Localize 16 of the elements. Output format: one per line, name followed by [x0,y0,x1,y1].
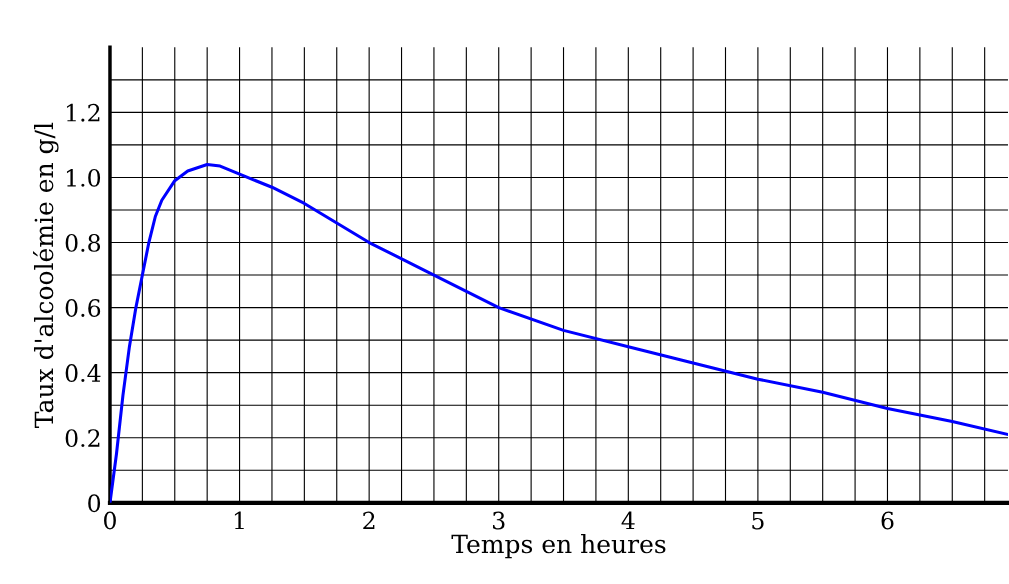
y-axis-title: Taux d'alcoolémie en g/l [32,122,59,428]
y-tick-label: 1.0 [66,168,101,187]
y-tick-label: 0.2 [65,429,100,448]
y-tick-label: 0 [88,494,101,513]
x-tick-label: 6 [881,511,894,530]
y-tick-label: 0.8 [65,233,101,252]
x-tick-label: 2 [363,511,375,530]
x-tick-label: 4 [621,511,635,530]
y-tick-label: 0.4 [65,364,101,382]
y-tick-label: 1.2 [66,103,100,122]
y-tick-label: 0.6 [65,299,101,317]
x-tick-label: 1 [234,511,244,530]
x-tick-label: 5 [752,511,764,530]
x-axis-title: Temps en heures [451,534,666,559]
x-tick-label: 0 [104,511,116,530]
x-tick-label: 3 [493,511,505,530]
